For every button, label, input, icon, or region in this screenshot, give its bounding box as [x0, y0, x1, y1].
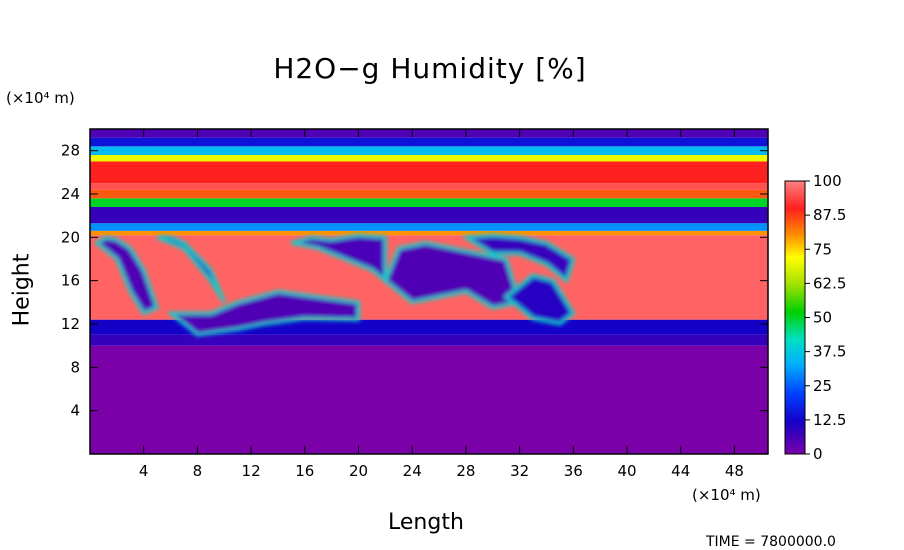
colorbar-tick-label: 62.5: [813, 274, 846, 292]
band-10: [90, 161, 768, 184]
band-14: [90, 129, 768, 138]
y-axis-ticks: 4 8 12 16 20 24 28: [61, 142, 768, 420]
colorbar-tick-label: 87.5: [813, 206, 846, 224]
y-tick-label: 4: [70, 402, 80, 420]
x-tick-label: 24: [403, 462, 422, 480]
colorbar-tick-label: 0: [813, 445, 823, 463]
band-7: [90, 198, 768, 207]
y-tick-label: 12: [61, 315, 80, 333]
x-tick-label: 32: [510, 462, 529, 480]
band-1: [90, 334, 768, 346]
dry-pocket-0: [94, 235, 159, 316]
x-tick-label: 16: [295, 462, 314, 480]
x-axis-label: Length: [388, 510, 464, 535]
band-5: [90, 223, 768, 231]
band-12: [90, 146, 768, 155]
dry-pocket-6: [503, 273, 576, 326]
band-11: [90, 155, 768, 162]
colorbar-ticks: 100 87.5 75 62.5 50 37.5 25 12.5 0: [805, 172, 846, 463]
band-8: [90, 189, 768, 199]
dry-pocket-1: [156, 235, 226, 304]
y-tick-label: 16: [61, 272, 80, 290]
dry-pocket-5: [461, 233, 576, 284]
colorbar-tick-label: 37.5: [813, 343, 846, 361]
x-tick-label: 4: [139, 462, 149, 480]
dry-pockets: [94, 233, 576, 337]
colorbar-tick-label: 25: [813, 377, 832, 395]
x-tick-label: 36: [564, 462, 583, 480]
y-tick-label: 24: [61, 185, 80, 203]
colorbar-tick-label: 100: [813, 172, 842, 190]
y-tick-label: 28: [61, 142, 80, 160]
x-tick-label: 40: [617, 462, 636, 480]
x-tick-label: 28: [456, 462, 475, 480]
colorbar-tick-label: 75: [813, 240, 832, 258]
x-tick-label: 44: [671, 462, 690, 480]
dry-pocket-2: [166, 289, 360, 337]
x-tick-label: 48: [725, 462, 744, 480]
colorbar-tick-label: 50: [813, 309, 832, 327]
x-axis-unit-label: (×10⁴ m): [692, 486, 761, 504]
x-tick-label: 20: [349, 462, 368, 480]
y-tick-label: 20: [61, 228, 80, 246]
band-4: [90, 230, 768, 236]
band-6: [90, 207, 768, 224]
dry-pocket-3: [291, 233, 387, 284]
dry-pocket-4: [383, 241, 522, 310]
x-tick-label: 8: [193, 462, 203, 480]
x-tick-label: 12: [242, 462, 261, 480]
colorbar-tick-label: 12.5: [813, 411, 846, 429]
x-axis-ticks: 4 8 12 16 20 24 28 32 36 40 44 48: [139, 129, 744, 480]
y-axis-unit-label: (×10⁴ m): [6, 89, 75, 107]
plot-frame: [89, 128, 769, 455]
band-13: [90, 137, 768, 147]
colorbar: [784, 180, 806, 455]
band-9: [90, 183, 768, 190]
y-tick-label: 8: [70, 358, 80, 376]
chart-title: H2O−g Humidity [%]: [273, 52, 587, 85]
band-0: [90, 345, 768, 454]
